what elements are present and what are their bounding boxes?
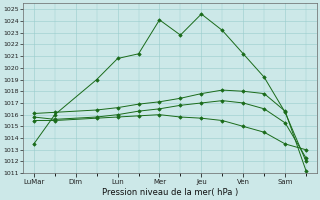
X-axis label: Pression niveau de la mer( hPa ): Pression niveau de la mer( hPa ) — [102, 188, 238, 197]
